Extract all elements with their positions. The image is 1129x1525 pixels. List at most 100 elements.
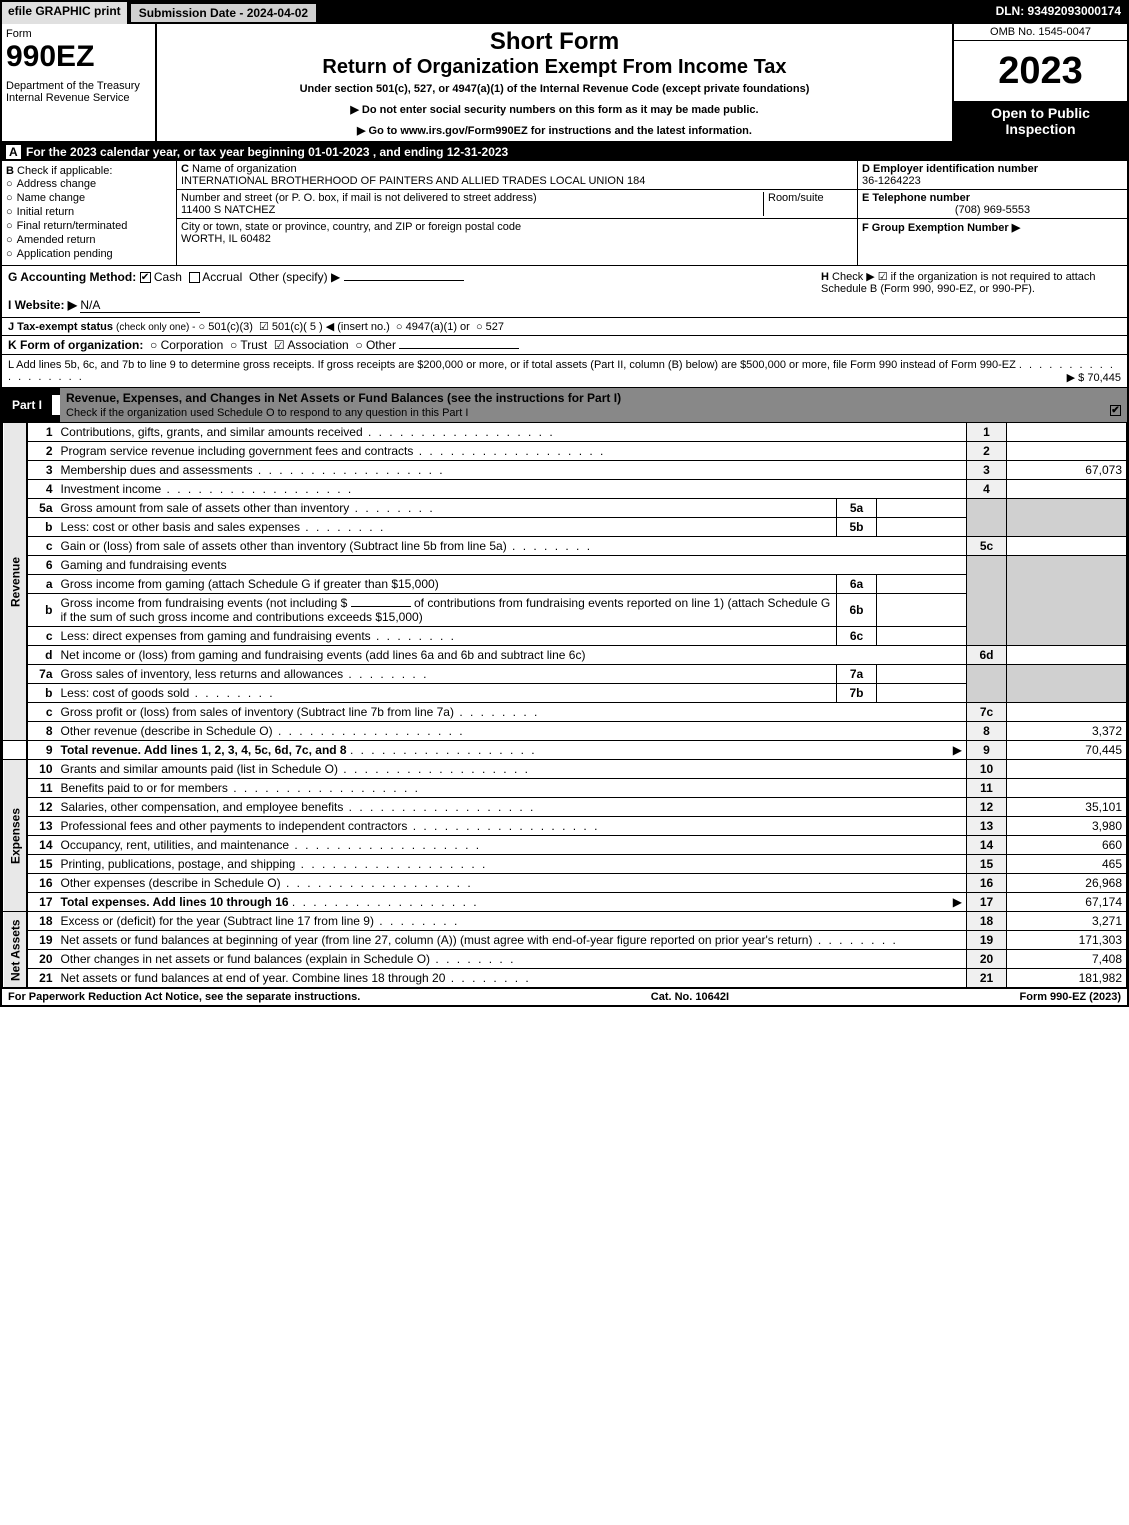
efile-print-label: efile GRAPHIC print	[2, 2, 129, 24]
val-10	[1007, 760, 1127, 779]
short-form-title: Short Form	[161, 28, 948, 56]
num-3: 3	[967, 461, 1007, 480]
opt-trust[interactable]: Trust	[240, 338, 267, 352]
side-expenses: Expenses	[3, 760, 27, 912]
val-9: 70,445	[1007, 741, 1127, 760]
ein-value: 36-1264223	[862, 175, 921, 187]
row-h-text: Check ▶ ☑ if the organization is not req…	[821, 271, 1096, 295]
opt-4947[interactable]: 4947(a)(1) or	[406, 321, 470, 333]
website-value: N/A	[80, 298, 200, 313]
ln-14: 14	[27, 836, 57, 855]
num-13: 13	[967, 817, 1007, 836]
org-name-row: C Name of organization INTERNATIONAL BRO…	[177, 161, 857, 190]
val-2	[1007, 442, 1127, 461]
submission-date: Submission Date - 2024-04-02	[130, 3, 317, 23]
ln-6d: d	[27, 646, 57, 665]
ln-7b: b	[27, 684, 57, 703]
val-14: 660	[1007, 836, 1127, 855]
ln-7a: 7a	[27, 665, 57, 684]
part-i-title-text: Revenue, Expenses, and Changes in Net As…	[66, 391, 444, 405]
midval-6b	[877, 594, 967, 627]
footer-cat: Cat. No. 10642I	[651, 991, 729, 1003]
chk-initial-return[interactable]: Initial return	[6, 205, 172, 219]
opt-other[interactable]: Other	[366, 338, 396, 352]
num-5c: 5c	[967, 537, 1007, 556]
val-13: 3,980	[1007, 817, 1127, 836]
group-exemption-label: F Group Exemption Number ▶	[862, 222, 1020, 234]
row-j-note: (check only one) -	[116, 322, 195, 333]
chk-name-change[interactable]: Name change	[6, 191, 172, 205]
num-14: 14	[967, 836, 1007, 855]
ln-3: 3	[27, 461, 57, 480]
side-netassets: Net Assets	[3, 912, 27, 988]
desc-9: Total revenue. Add lines 1, 2, 3, 4, 5c,…	[57, 741, 967, 760]
row-a-letter: A	[6, 145, 21, 159]
shade-6	[967, 556, 1007, 646]
desc-6c: Less: direct expenses from gaming and fu…	[57, 627, 837, 646]
midval-6c	[877, 627, 967, 646]
dots-17	[292, 895, 479, 909]
dln: DLN: 93492093000174	[990, 2, 1127, 24]
opt-corp[interactable]: Corporation	[161, 338, 224, 352]
city-row: City or town, state or province, country…	[177, 219, 857, 247]
desc-15: Printing, publications, postage, and shi…	[57, 855, 967, 874]
desc-17: Total expenses. Add lines 10 through 16 …	[57, 893, 967, 912]
group-exemption-row: F Group Exemption Number ▶	[858, 219, 1127, 236]
chk-application-pending[interactable]: Application pending	[6, 247, 172, 261]
schedule-o-check[interactable]	[1110, 405, 1121, 416]
midval-7a	[877, 665, 967, 684]
form-990ez: efile GRAPHIC print Submission Date - 20…	[0, 0, 1129, 1007]
name-label: Name of organization	[192, 163, 297, 175]
ln-11: 11	[27, 779, 57, 798]
chk-amended-return[interactable]: Amended return	[6, 233, 172, 247]
desc-6d: Net income or (loss) from gaming and fun…	[57, 646, 967, 665]
tel-label: E Telephone number	[862, 192, 970, 204]
box-d: D Employer identification number 36-1264…	[857, 161, 1127, 265]
form-word: Form	[6, 28, 151, 40]
ln-10: 10	[27, 760, 57, 779]
rev-spacer	[3, 741, 27, 760]
val-7c	[1007, 703, 1127, 722]
fundraising-blank[interactable]	[351, 606, 411, 607]
desc-9-text: Total revenue. Add lines 1, 2, 3, 4, 5c,…	[61, 743, 347, 757]
desc-19: Net assets or fund balances at beginning…	[57, 931, 967, 950]
ln-17: 17	[27, 893, 57, 912]
opt-527[interactable]: 527	[486, 321, 504, 333]
chk-cash[interactable]	[140, 272, 151, 283]
desc-5a: Gross amount from sale of assets other t…	[57, 499, 837, 518]
header-left: Form 990EZ Department of the Treasury In…	[2, 24, 157, 141]
arrow-17: ▶	[953, 895, 962, 909]
ln-6: 6	[27, 556, 57, 575]
chk-address-change[interactable]: Address change	[6, 177, 172, 191]
desc-7b: Less: cost of goods sold	[57, 684, 837, 703]
desc-8: Other revenue (describe in Schedule O)	[57, 722, 967, 741]
val-3: 67,073	[1007, 461, 1127, 480]
desc-7a: Gross sales of inventory, less returns a…	[57, 665, 837, 684]
dots-9	[350, 743, 537, 757]
other-org-field[interactable]	[399, 348, 519, 349]
arrow-9: ▶	[953, 743, 962, 757]
ln-12: 12	[27, 798, 57, 817]
opt-501c3[interactable]: 501(c)(3)	[208, 321, 253, 333]
tel-row: E Telephone number (708) 969-5553	[858, 190, 1127, 219]
street-row: Number and street (or P. O. box, if mail…	[177, 190, 857, 219]
other-specify-field[interactable]	[344, 280, 464, 281]
footer: For Paperwork Reduction Act Notice, see …	[2, 988, 1127, 1005]
desc-3: Membership dues and assessments	[57, 461, 967, 480]
num-15: 15	[967, 855, 1007, 874]
room-label: Room/suite	[768, 192, 824, 204]
box-b: B Check if applicable: Address change Na…	[2, 161, 177, 265]
chk-final-return[interactable]: Final return/terminated	[6, 219, 172, 233]
num-2: 2	[967, 442, 1007, 461]
shade-6v	[1007, 556, 1127, 646]
header-mid: Short Form Return of Organization Exempt…	[157, 24, 952, 141]
opt-assoc[interactable]: Association	[287, 338, 348, 352]
opt-501c[interactable]: 501(c)( 5 ) ◀ (insert no.)	[272, 321, 390, 333]
chk-accrual[interactable]	[189, 272, 200, 283]
val-5c	[1007, 537, 1127, 556]
box-b-letter: B	[6, 165, 14, 177]
part-i-note: (see the instructions for Part I)	[447, 391, 621, 405]
mid-5a: 5a	[837, 499, 877, 518]
desc-6b-1: Gross income from fundraising events (no…	[61, 596, 348, 610]
val-6d	[1007, 646, 1127, 665]
